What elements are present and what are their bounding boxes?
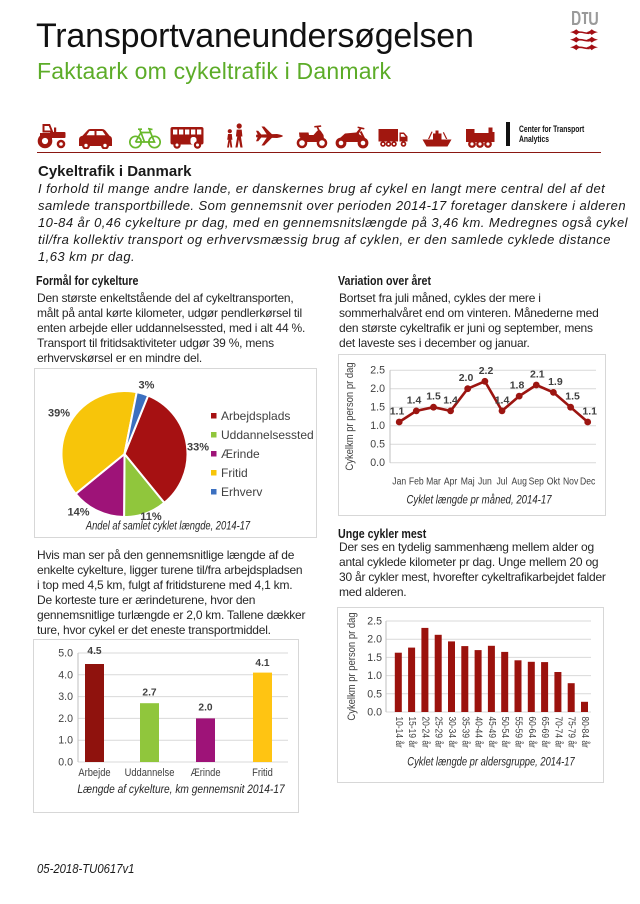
svg-text:1.5: 1.5: [367, 652, 382, 664]
svg-text:80-84 år: 80-84 år: [580, 717, 591, 748]
svg-text:Arbejdsplads: Arbejdsplads: [221, 409, 290, 423]
svg-text:30-34 år: 30-34 år: [447, 717, 458, 748]
svg-text:1.4: 1.4: [443, 394, 458, 406]
svg-text:0.0: 0.0: [370, 457, 385, 469]
svg-text:2.2: 2.2: [479, 365, 494, 377]
svg-text:Mar: Mar: [426, 476, 442, 488]
svg-text:2.0: 2.0: [370, 383, 385, 395]
svg-text:4.0: 4.0: [58, 669, 73, 681]
svg-text:Cykelkm pr person pr dag: Cykelkm pr person pr dag: [344, 362, 356, 470]
svg-text:0.5: 0.5: [370, 439, 385, 451]
svg-text:65-69 år: 65-69 år: [540, 717, 551, 748]
svg-text:1.0: 1.0: [370, 420, 385, 432]
svg-text:Uddannelse: Uddannelse: [125, 767, 175, 779]
svg-text:Andel af samlet cyklet længde,: Andel af samlet cyklet længde, 2014-17: [85, 519, 251, 532]
svg-text:Fritid: Fritid: [252, 767, 273, 779]
svg-text:Uddannelsessted: Uddannelsessted: [221, 428, 314, 442]
svg-text:25-29 år: 25-29 år: [434, 717, 445, 748]
svg-text:45-49 år: 45-49 år: [487, 717, 498, 748]
svg-text:0.0: 0.0: [58, 757, 73, 769]
svg-text:2.7: 2.7: [142, 688, 156, 699]
svg-text:Sep: Sep: [529, 476, 544, 488]
svg-text:11%: 11%: [140, 511, 162, 523]
svg-text:75-79 år: 75-79 år: [567, 717, 578, 748]
svg-text:Jul: Jul: [497, 476, 508, 488]
svg-text:55-59 år: 55-59 år: [513, 717, 524, 748]
svg-text:70-74 år: 70-74 år: [553, 717, 564, 748]
svg-text:50-54 år: 50-54 år: [500, 717, 511, 748]
svg-text:1.1: 1.1: [582, 406, 597, 418]
svg-text:1.4: 1.4: [407, 394, 422, 406]
svg-text:1.9: 1.9: [548, 376, 563, 388]
svg-text:0.0: 0.0: [367, 707, 382, 719]
svg-text:Aug: Aug: [512, 476, 527, 488]
svg-text:2.0: 2.0: [58, 713, 73, 725]
svg-text:10-14 år: 10-14 år: [394, 717, 405, 748]
svg-text:Jan: Jan: [392, 476, 406, 488]
svg-text:Længde af cykelture, km gennem: Længde af cykelture, km gennemsnit 2014-…: [77, 783, 285, 796]
svg-text:33%: 33%: [187, 442, 209, 454]
svg-text:15-19 år: 15-19 år: [407, 717, 418, 748]
svg-text:Cykelkm pr person pr dag: Cykelkm pr person pr dag: [346, 612, 358, 720]
svg-text:Okt: Okt: [547, 476, 561, 488]
svg-text:Apr: Apr: [444, 476, 458, 488]
svg-text:0.5: 0.5: [367, 688, 382, 700]
svg-text:Fritid: Fritid: [221, 466, 248, 480]
svg-text:Ærinde: Ærinde: [221, 447, 260, 461]
svg-text:4.1: 4.1: [255, 658, 269, 669]
svg-text:Cyklet længde pr aldersgruppe,: Cyklet længde pr aldersgruppe, 2014-17: [407, 755, 575, 768]
svg-text:Erhverv: Erhverv: [221, 485, 262, 499]
svg-text:20-24 år: 20-24 år: [420, 717, 431, 748]
svg-text:35-39 år: 35-39 år: [460, 717, 471, 748]
svg-text:3%: 3%: [139, 380, 155, 392]
svg-text:1.5: 1.5: [370, 402, 385, 414]
svg-text:Arbejde: Arbejde: [78, 767, 110, 779]
svg-text:1.5: 1.5: [565, 391, 580, 403]
svg-text:2.0: 2.0: [367, 634, 382, 646]
svg-text:2.1: 2.1: [530, 369, 545, 381]
svg-text:Feb: Feb: [409, 476, 424, 488]
svg-text:Dec: Dec: [580, 476, 595, 488]
svg-text:1.0: 1.0: [58, 735, 73, 747]
svg-text:Ærinde: Ærinde: [190, 767, 220, 779]
svg-text:5.0: 5.0: [58, 648, 73, 660]
svg-text:1.4: 1.4: [495, 394, 510, 406]
svg-text:1.8: 1.8: [510, 380, 525, 392]
svg-text:60-64 år: 60-64 år: [527, 717, 538, 748]
svg-text:Cyklet længde pr måned, 2014-1: Cyklet længde pr måned, 2014-17: [406, 494, 552, 507]
svg-text:2.5: 2.5: [370, 365, 385, 377]
svg-text:14%: 14%: [67, 507, 89, 519]
svg-text:1.5: 1.5: [426, 391, 441, 403]
svg-text:1.0: 1.0: [367, 670, 382, 682]
svg-text:4.5: 4.5: [87, 646, 101, 657]
svg-text:2.0: 2.0: [198, 703, 212, 714]
svg-text:40-44 år: 40-44 år: [473, 717, 484, 748]
svg-text:Maj: Maj: [461, 476, 475, 488]
svg-text:2.0: 2.0: [459, 372, 474, 384]
svg-text:2.5: 2.5: [367, 616, 382, 628]
svg-text:39%: 39%: [48, 408, 70, 420]
svg-text:3.0: 3.0: [58, 691, 73, 703]
svg-text:Jun: Jun: [478, 476, 492, 488]
svg-text:1.1: 1.1: [390, 406, 405, 418]
svg-text:Nov: Nov: [563, 476, 578, 488]
